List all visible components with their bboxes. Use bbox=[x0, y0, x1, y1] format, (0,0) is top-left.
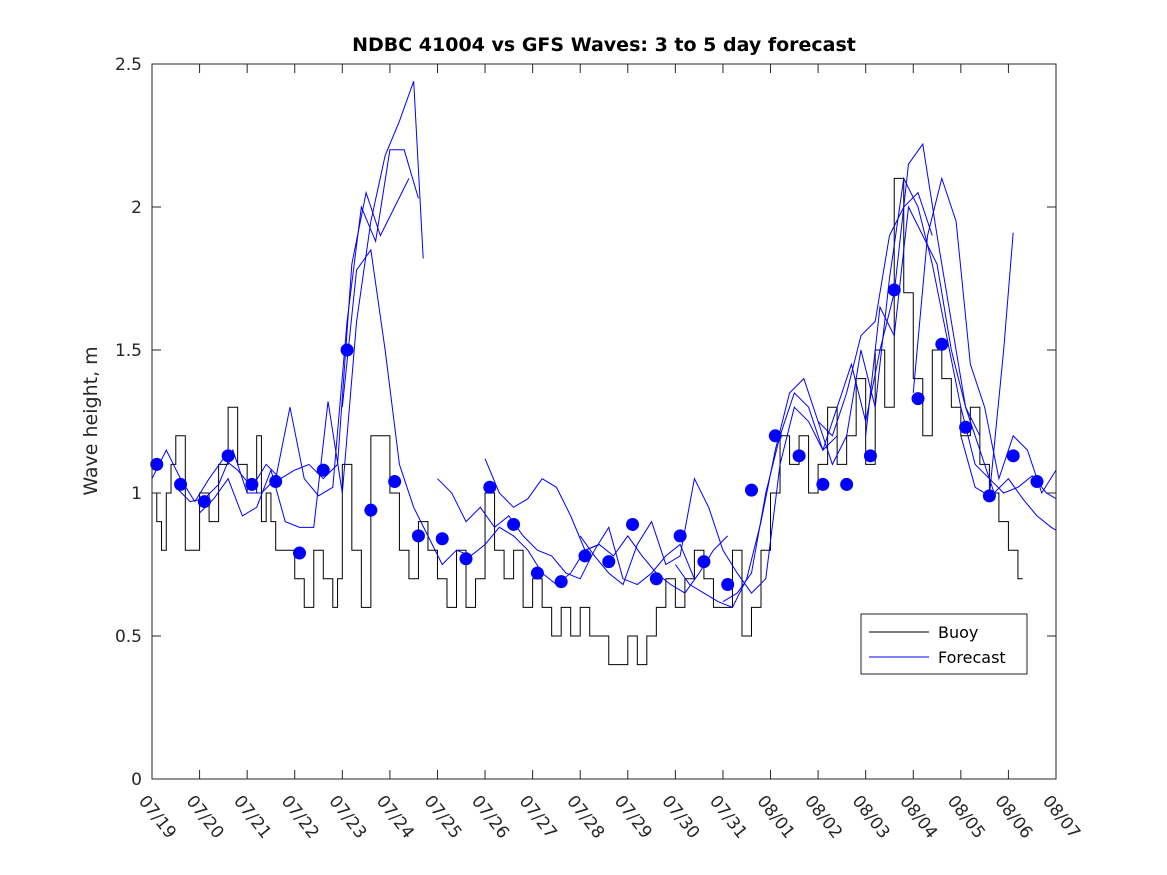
forecast-point bbox=[768, 429, 782, 443]
forecast-point bbox=[840, 477, 854, 491]
forecast-point bbox=[388, 475, 402, 489]
y-axis: 0 0.5 1 1.5 2 2.5 bbox=[115, 55, 1056, 790]
forecast-point bbox=[554, 575, 568, 589]
forecast-point bbox=[959, 420, 973, 434]
forecast-line bbox=[579, 406, 838, 594]
forecast-line bbox=[175, 149, 419, 503]
forecast-point bbox=[197, 495, 211, 509]
forecast-point bbox=[530, 566, 544, 580]
forecast-point bbox=[411, 529, 425, 543]
y-tick-label: 0.5 bbox=[115, 627, 142, 647]
forecast-point bbox=[150, 457, 164, 471]
forecast-point bbox=[697, 555, 711, 569]
plot-frame bbox=[151, 63, 1057, 780]
forecast-point bbox=[483, 480, 497, 494]
legend: Buoy Forecast bbox=[860, 613, 1028, 675]
forecast-point bbox=[935, 337, 949, 351]
y-tick-label: 0 bbox=[131, 770, 142, 790]
forecast-point bbox=[816, 477, 830, 491]
forecast-line bbox=[912, 176, 1057, 495]
forecast-line bbox=[199, 80, 424, 528]
forecast-point bbox=[1030, 475, 1044, 489]
forecast-point bbox=[364, 503, 378, 517]
forecast-point bbox=[744, 483, 758, 497]
chart-title: NDBC 41004 vs GFS Waves: 3 to 5 day fore… bbox=[352, 34, 856, 56]
forecast-point bbox=[245, 477, 259, 491]
forecast-point bbox=[507, 517, 521, 531]
forecast-point bbox=[721, 578, 735, 592]
forecast-line bbox=[817, 176, 1057, 500]
forecast-point bbox=[649, 572, 663, 586]
forecast-line bbox=[722, 142, 981, 603]
forecast-point bbox=[221, 449, 235, 463]
forecast-point bbox=[174, 477, 188, 491]
forecast-point bbox=[911, 392, 925, 406]
y-tick-label: 1 bbox=[131, 484, 142, 504]
plot-area bbox=[150, 80, 1057, 666]
forecast-point bbox=[340, 343, 354, 357]
forecast-point bbox=[602, 555, 616, 569]
forecast-point bbox=[459, 552, 473, 566]
forecast-point bbox=[863, 449, 877, 463]
forecast-point bbox=[626, 517, 640, 531]
forecast-point bbox=[982, 489, 996, 503]
forecast-markers bbox=[150, 283, 1044, 592]
y-axis-label: Wave height, m bbox=[80, 346, 102, 495]
legend-box bbox=[860, 613, 1028, 675]
forecast-point bbox=[269, 475, 283, 489]
legend-forecast-label: Forecast bbox=[938, 648, 1006, 667]
forecast-point bbox=[435, 532, 449, 546]
forecast-point bbox=[673, 529, 687, 543]
forecast-point bbox=[792, 449, 806, 463]
forecast-line bbox=[674, 191, 933, 609]
forecast-line bbox=[437, 478, 695, 586]
forecast-point bbox=[292, 546, 306, 560]
forecast-point bbox=[1006, 449, 1020, 463]
legend-buoy-label: Buoy bbox=[938, 623, 978, 642]
y-tick-label: 2.5 bbox=[115, 55, 142, 75]
y-tick-label: 1.5 bbox=[115, 341, 142, 361]
forecast-line bbox=[484, 458, 729, 594]
y-tick-label: 2 bbox=[131, 198, 142, 218]
forecast-point bbox=[887, 283, 901, 297]
forecast-point bbox=[578, 549, 592, 563]
forecast-point bbox=[316, 463, 330, 477]
